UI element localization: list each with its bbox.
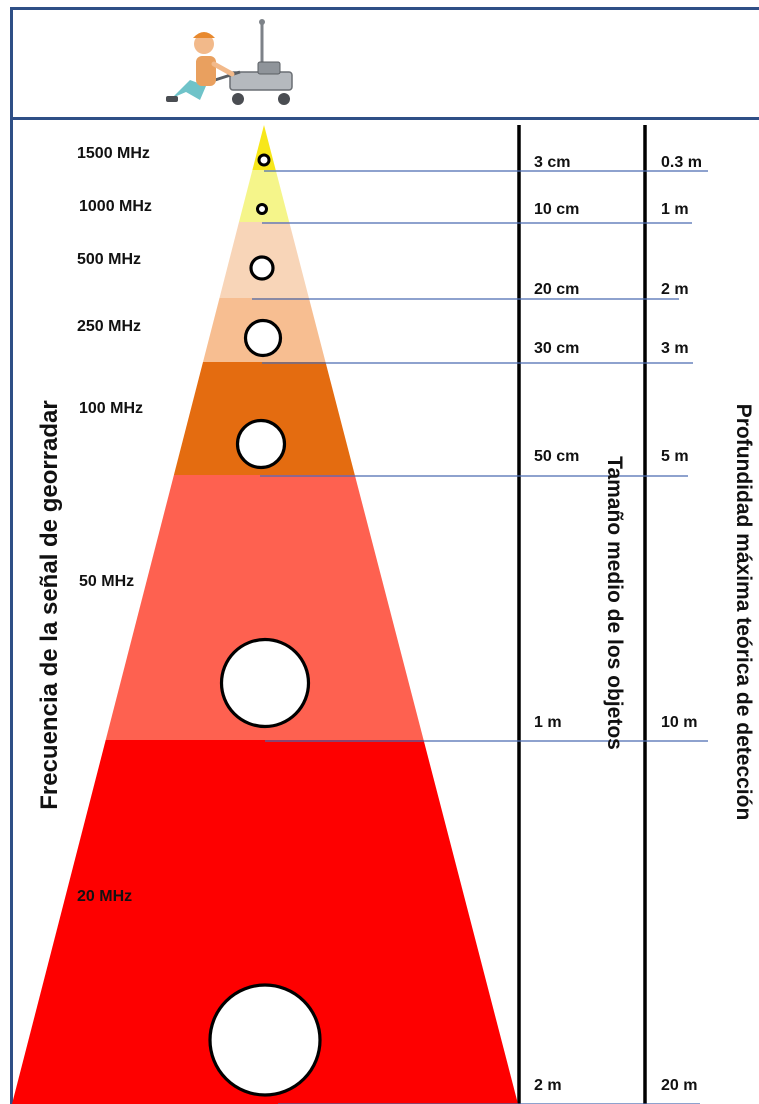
object-size-label: 1 m <box>534 714 562 731</box>
frequency-axis-title: Frecuencia de la señal de georradar <box>36 400 63 810</box>
frequency-label: 100 MHz <box>79 400 143 417</box>
band-6 <box>12 740 518 1104</box>
max-depth-label: 20 m <box>661 1077 697 1094</box>
band-1 <box>239 170 290 222</box>
object-size-circle <box>208 983 322 1097</box>
object-size-label: 50 cm <box>534 448 579 465</box>
object-size-circles <box>208 153 322 1097</box>
max-depth-label: 1 m <box>661 201 689 218</box>
frequency-label: 20 MHz <box>77 888 132 905</box>
object-size-label: 10 cm <box>534 201 579 218</box>
object-size-circle <box>249 255 275 281</box>
object-size-label: 3 cm <box>534 154 570 171</box>
object-size-circle <box>243 318 283 358</box>
frequency-label: 1000 MHz <box>79 198 152 215</box>
value-labels: 1500 MHz 3 cm 0.3 m 1000 MHz 10 cm 1 m 500 MHz… <box>77 145 702 1094</box>
header-panel <box>10 7 759 120</box>
object-size-label: 30 cm <box>534 340 579 357</box>
object-size-circle <box>257 153 271 167</box>
max-depth-label: 5 m <box>661 448 689 465</box>
band-4 <box>173 362 355 475</box>
max-depth-label: 10 m <box>661 714 697 731</box>
object-size-circle <box>256 203 268 215</box>
frame-lines <box>10 120 647 1104</box>
band-5 <box>105 475 424 740</box>
object-size-axis-title: Tamaño medio de los objetos <box>603 456 626 750</box>
max-depth-label: 0.3 m <box>661 154 702 171</box>
object-size-circle <box>235 418 287 470</box>
frequency-label: 1500 MHz <box>77 145 150 162</box>
frequency-label: 500 MHz <box>77 251 141 268</box>
frequency-label: 50 MHz <box>79 573 134 590</box>
frequency-label: 250 MHz <box>77 318 141 335</box>
max-depth-label: 3 m <box>661 340 689 357</box>
object-size-circle <box>219 637 311 729</box>
guide-lines <box>252 170 708 1104</box>
person-pushing-gpr-cart-icon <box>166 19 293 105</box>
max-depth-axis-title: Profundidad máxima teórica de detección <box>732 403 755 821</box>
object-size-label: 20 cm <box>534 281 579 298</box>
max-depth-label: 2 m <box>661 281 689 298</box>
object-size-label: 2 m <box>534 1077 562 1094</box>
